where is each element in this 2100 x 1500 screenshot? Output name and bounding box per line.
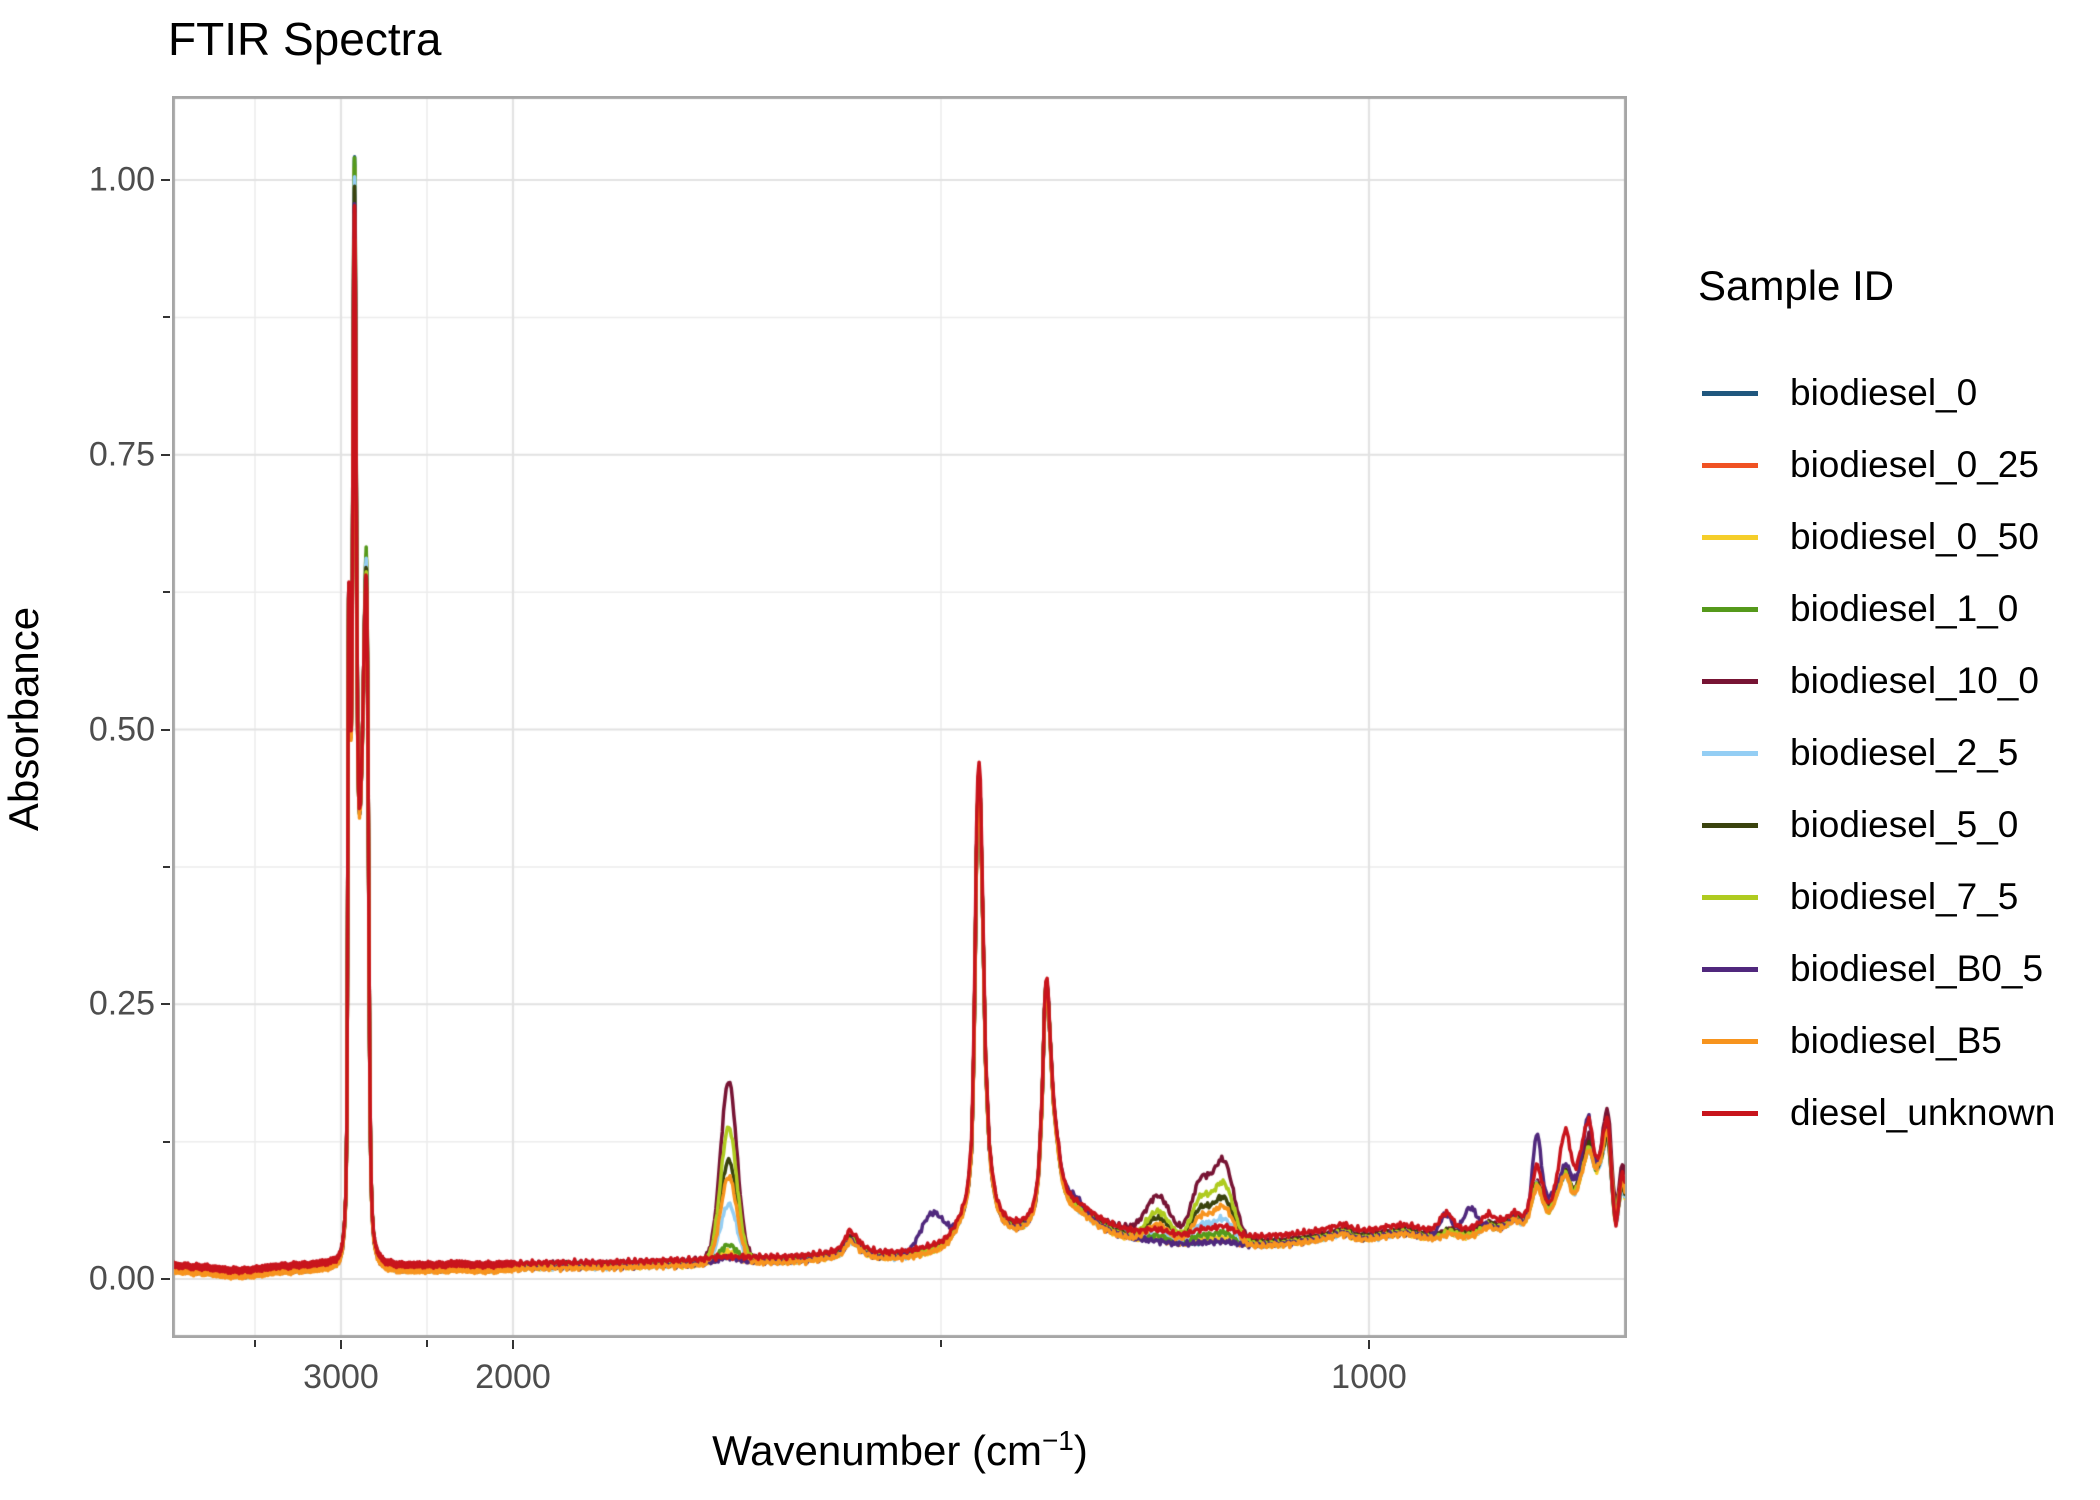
x-axis-title-main: Wavenumber (cm bbox=[712, 1427, 1042, 1474]
plot-panel bbox=[172, 96, 1627, 1338]
y-minor-tick bbox=[163, 316, 170, 319]
legend-item-label: biodiesel_5_0 bbox=[1790, 804, 2019, 845]
y-minor-tick bbox=[163, 591, 170, 594]
legend-item-biodiesel_2_5: biodiesel_2_5 bbox=[1692, 732, 2092, 773]
y-major-tick bbox=[161, 1278, 170, 1280]
y-tick-label: 0.25 bbox=[88, 984, 155, 1023]
legend-item-biodiesel_B5: biodiesel_B5 bbox=[1692, 1020, 2092, 1061]
legend-item-label: biodiesel_2_5 bbox=[1790, 732, 2019, 773]
spectra-canvas bbox=[172, 96, 1627, 1338]
y-tick-label: 1.00 bbox=[88, 160, 155, 199]
legend-key-line bbox=[1702, 1038, 1758, 1044]
chart-title: FTIR Spectra bbox=[168, 13, 442, 65]
x-minor-tick bbox=[254, 1340, 256, 1347]
legend-key-line bbox=[1702, 894, 1758, 900]
legend-item-label: biodiesel_10_0 bbox=[1790, 660, 2039, 701]
x-major-tick bbox=[1368, 1340, 1370, 1349]
legend-item-label: biodiesel_7_5 bbox=[1790, 876, 2019, 917]
legend-item-diesel_unknown: diesel_unknown bbox=[1692, 1092, 2092, 1133]
legend-key-line bbox=[1702, 1110, 1758, 1116]
legend-item-label: biodiesel_0_50 bbox=[1790, 516, 2039, 557]
x-tick-label: 2000 bbox=[475, 1358, 551, 1396]
legend-key-line bbox=[1702, 678, 1758, 684]
legend-key-line bbox=[1702, 606, 1758, 612]
y-major-tick bbox=[161, 728, 170, 731]
legend-item-biodiesel_1_0: biodiesel_1_0 bbox=[1692, 588, 2092, 629]
legend-item-label: diesel_unknown bbox=[1790, 1092, 2056, 1133]
legend-key-line bbox=[1702, 390, 1758, 396]
legend-item-label: biodiesel_0_25 bbox=[1790, 444, 2039, 485]
y-minor-tick bbox=[163, 1140, 170, 1143]
legend-item-label: biodiesel_0 bbox=[1790, 372, 1978, 413]
legend-item-biodiesel_7_5: biodiesel_7_5 bbox=[1692, 876, 2092, 917]
x-axis-title-close: ) bbox=[1073, 1427, 1088, 1474]
legend-key-line bbox=[1702, 534, 1758, 540]
y-major-tick bbox=[161, 1003, 170, 1006]
y-minor-tick bbox=[163, 865, 170, 868]
legend-item-label: biodiesel_B5 bbox=[1790, 1020, 2002, 1061]
legend-key-line bbox=[1702, 966, 1758, 972]
legend-item-biodiesel_0_25: biodiesel_0_25 bbox=[1692, 444, 2092, 485]
x-minor-tick bbox=[940, 1340, 942, 1347]
legend-item-biodiesel_5_0: biodiesel_5_0 bbox=[1692, 804, 2092, 845]
y-major-tick bbox=[161, 179, 170, 181]
legend-item-label: biodiesel_B0_5 bbox=[1790, 948, 2044, 989]
y-tick-label: 0.75 bbox=[88, 435, 155, 474]
y-tick-label: 0.00 bbox=[88, 1259, 155, 1298]
x-tick-label: 1000 bbox=[1331, 1358, 1407, 1396]
x-major-tick bbox=[512, 1340, 514, 1349]
legend-item-biodiesel_10_0: biodiesel_10_0 bbox=[1692, 660, 2092, 701]
legend-key-line bbox=[1702, 750, 1758, 756]
x-tick-label: 3000 bbox=[303, 1358, 379, 1396]
legend-item-label: biodiesel_1_0 bbox=[1790, 588, 2019, 629]
x-axis-title: Wavenumber (cm−1) bbox=[600, 1425, 1200, 1475]
x-major-tick bbox=[340, 1340, 342, 1349]
legend-item-biodiesel_0: biodiesel_0 bbox=[1692, 372, 2092, 413]
legend-key-line bbox=[1702, 822, 1758, 828]
x-axis-title-superscript: −1 bbox=[1041, 1425, 1074, 1456]
legend-title: Sample ID bbox=[1698, 262, 1895, 309]
x-minor-tick bbox=[426, 1340, 428, 1347]
legend-item-biodiesel_0_50: biodiesel_0_50 bbox=[1692, 516, 2092, 557]
legend-item-biodiesel_B0_5: biodiesel_B0_5 bbox=[1692, 948, 2092, 989]
y-tick-label: 0.50 bbox=[88, 710, 155, 748]
y-major-tick bbox=[161, 453, 170, 456]
legend-key-line bbox=[1702, 462, 1758, 468]
